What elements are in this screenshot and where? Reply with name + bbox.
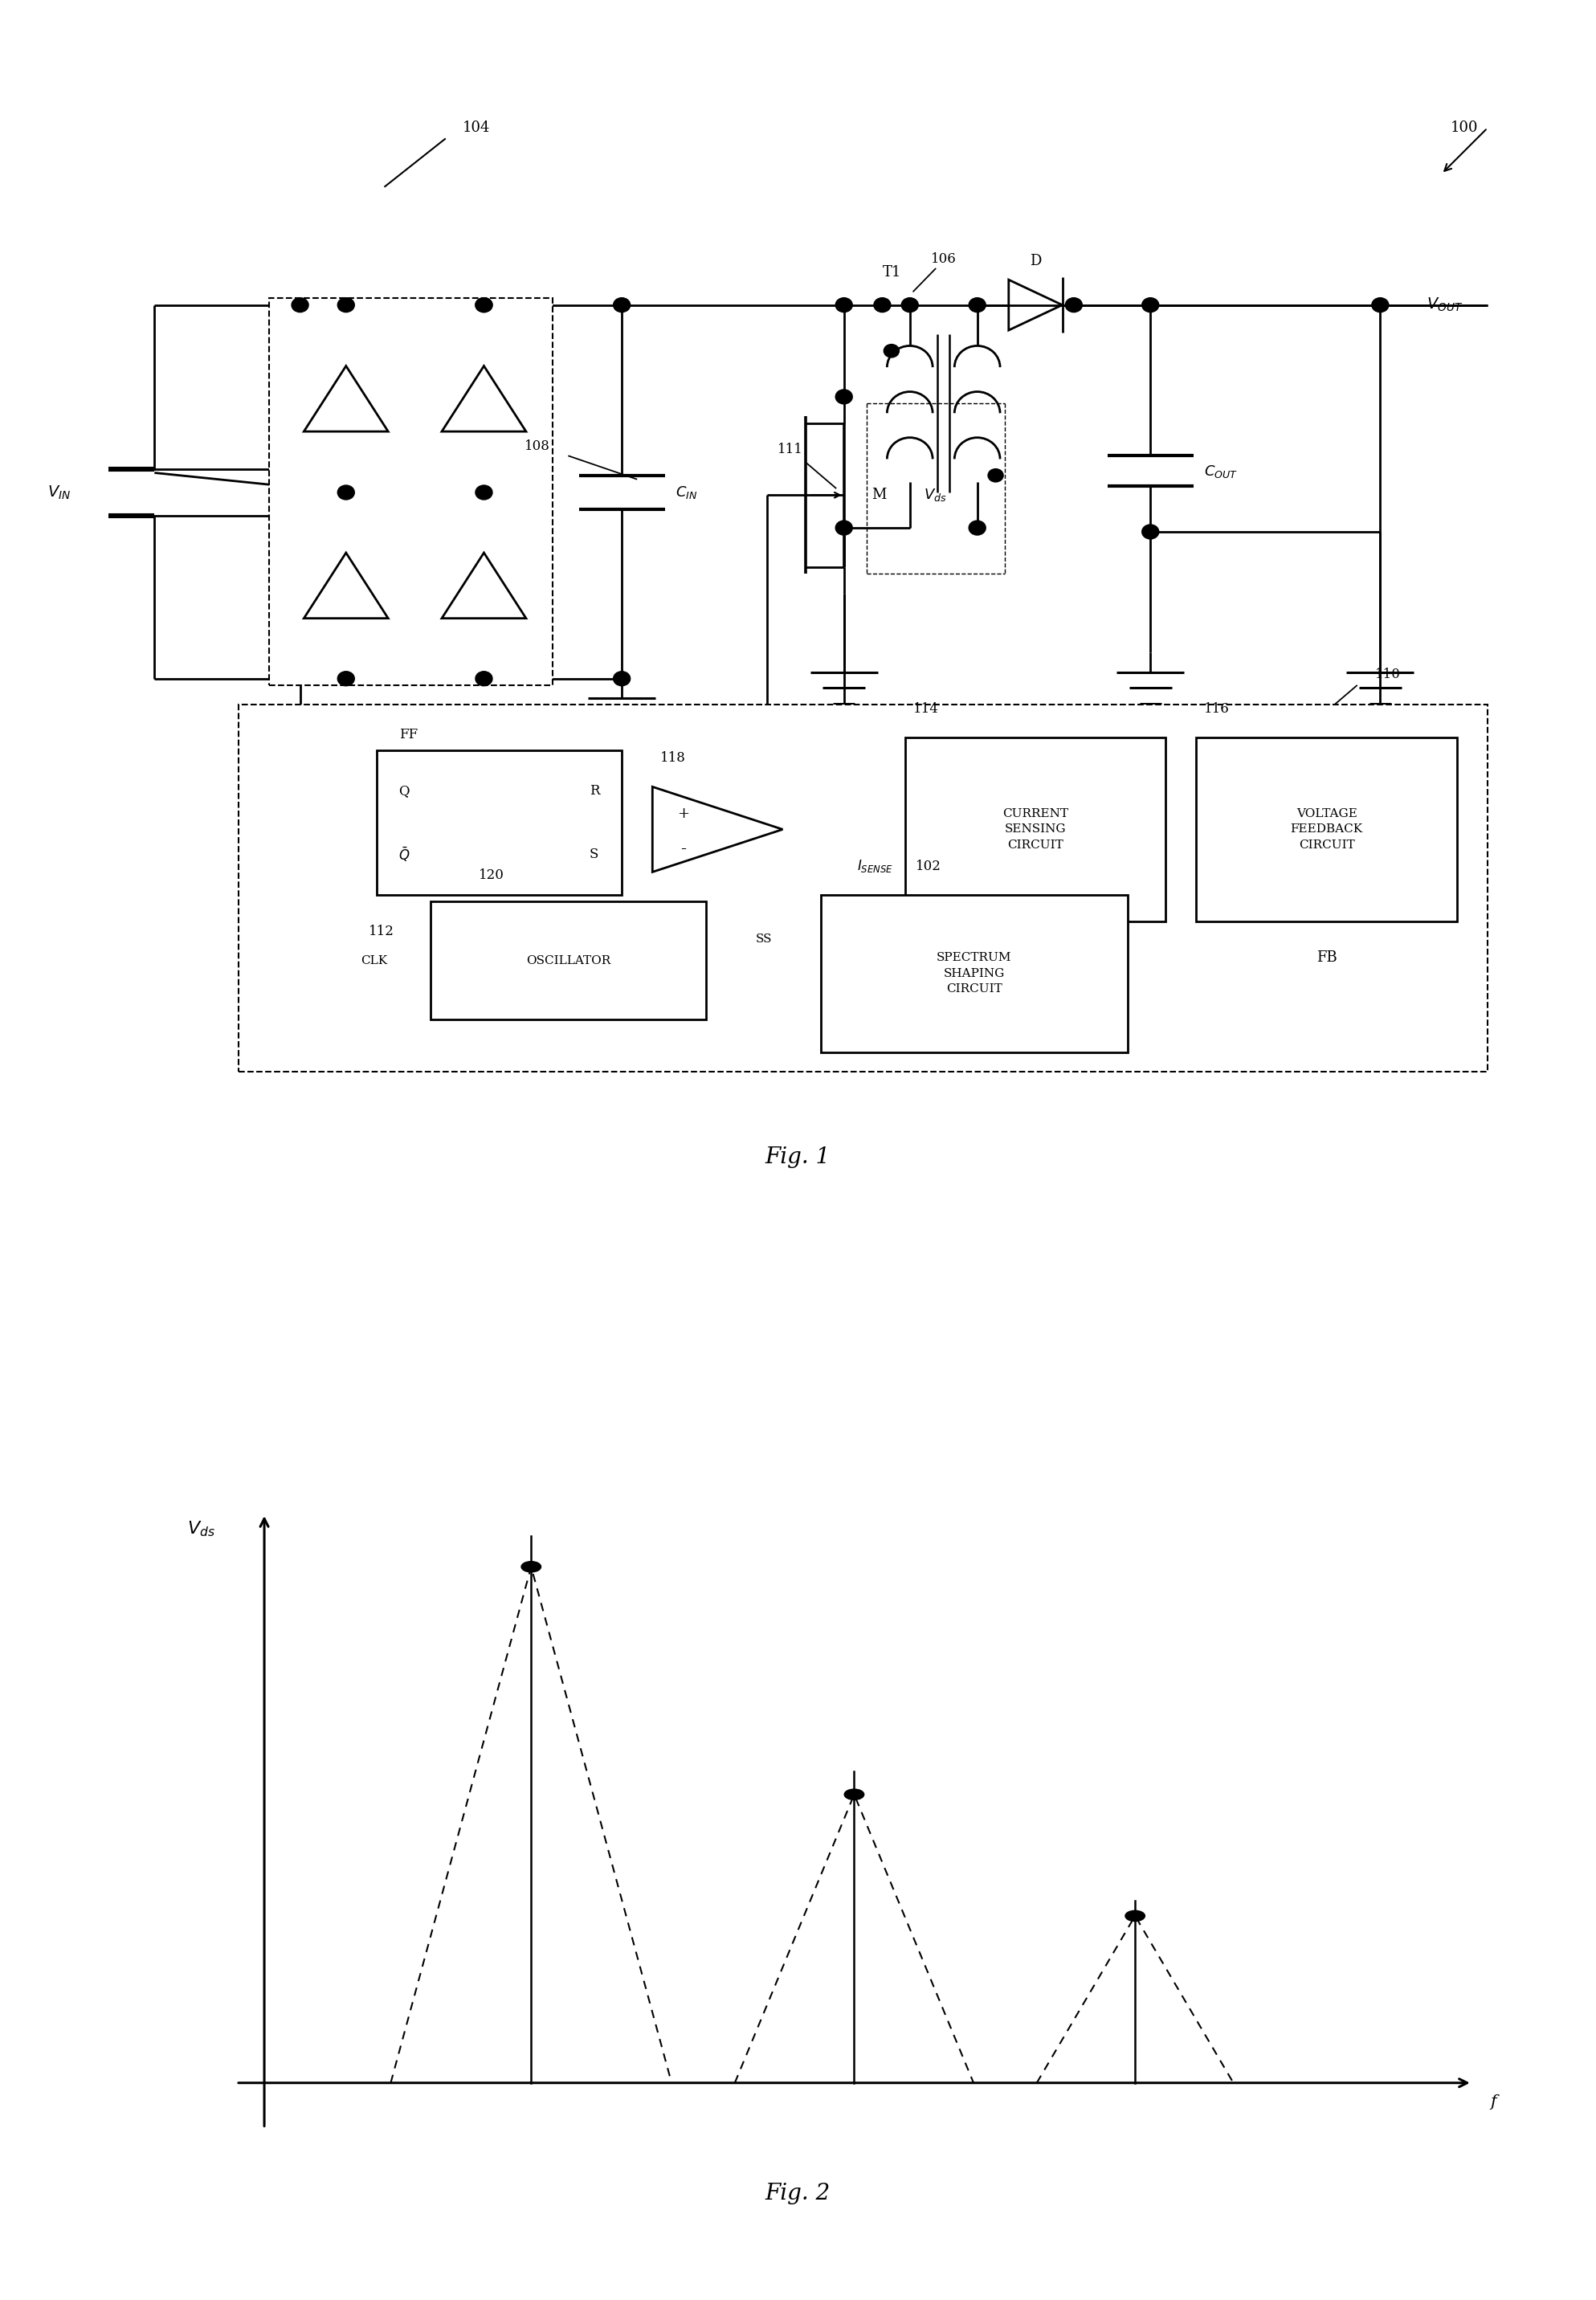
- Text: 102: 102: [916, 860, 942, 874]
- Text: Q: Q: [399, 784, 410, 798]
- Text: -: -: [680, 842, 686, 856]
- Text: S: S: [589, 849, 598, 862]
- Text: Fig. 1: Fig. 1: [766, 1145, 830, 1168]
- Circle shape: [988, 469, 1004, 483]
- Text: $C_{IN}$: $C_{IN}$: [675, 485, 697, 501]
- Circle shape: [476, 297, 492, 313]
- Text: SS: SS: [755, 934, 772, 945]
- Text: 104: 104: [463, 122, 490, 136]
- Bar: [905, 738, 1165, 920]
- Circle shape: [836, 520, 852, 536]
- Text: 110: 110: [1376, 667, 1401, 681]
- Text: $\bar{Q}$: $\bar{Q}$: [399, 846, 410, 862]
- Text: f: f: [1491, 2095, 1497, 2109]
- Bar: [431, 902, 705, 1019]
- Circle shape: [969, 520, 986, 536]
- Circle shape: [969, 297, 986, 313]
- Text: T1: T1: [883, 264, 902, 278]
- Text: 114: 114: [913, 702, 938, 715]
- Circle shape: [875, 297, 891, 313]
- Bar: [239, 704, 1487, 1072]
- Circle shape: [338, 672, 354, 685]
- Circle shape: [338, 297, 354, 313]
- Text: R: R: [589, 784, 598, 798]
- Circle shape: [476, 672, 492, 685]
- Text: 116: 116: [1203, 702, 1229, 715]
- Text: $V_{ds}$: $V_{ds}$: [187, 1520, 215, 1539]
- Circle shape: [1066, 297, 1082, 313]
- Circle shape: [1125, 1911, 1144, 1920]
- Text: FF: FF: [399, 727, 418, 741]
- Circle shape: [902, 297, 918, 313]
- Text: $V_{ds}$: $V_{ds}$: [924, 488, 946, 504]
- Circle shape: [613, 297, 630, 313]
- Text: 111: 111: [777, 442, 803, 455]
- Circle shape: [613, 672, 630, 685]
- Text: $V_{IN}$: $V_{IN}$: [48, 483, 72, 501]
- Text: 112: 112: [369, 925, 394, 938]
- Text: +: +: [677, 807, 689, 821]
- Text: $I_{SENSE}$: $I_{SENSE}$: [857, 858, 894, 874]
- Bar: [820, 895, 1127, 1051]
- Circle shape: [1143, 524, 1159, 538]
- Text: 120: 120: [479, 869, 504, 883]
- Circle shape: [844, 1789, 863, 1801]
- Text: CURRENT
SENSING
CIRCUIT: CURRENT SENSING CIRCUIT: [1002, 807, 1068, 851]
- Text: 106: 106: [930, 253, 956, 267]
- Text: Fig. 2: Fig. 2: [766, 2183, 830, 2203]
- Text: 108: 108: [525, 439, 551, 453]
- Circle shape: [476, 485, 492, 499]
- Text: $C_{OUT}$: $C_{OUT}$: [1203, 462, 1238, 478]
- Circle shape: [476, 297, 492, 313]
- Text: M: M: [871, 488, 886, 501]
- Circle shape: [292, 297, 308, 313]
- Bar: [270, 299, 552, 685]
- Text: D: D: [1029, 253, 1041, 269]
- Text: OSCILLATOR: OSCILLATOR: [527, 954, 610, 966]
- Circle shape: [884, 345, 899, 356]
- Text: $V_{OUT}$: $V_{OUT}$: [1427, 297, 1462, 313]
- Text: 118: 118: [661, 752, 686, 766]
- Bar: [377, 750, 622, 895]
- Circle shape: [836, 297, 852, 313]
- Circle shape: [836, 389, 852, 405]
- Circle shape: [1143, 297, 1159, 313]
- Text: 100: 100: [1451, 122, 1478, 136]
- Text: SPECTRUM
SHAPING
CIRCUIT: SPECTRUM SHAPING CIRCUIT: [937, 952, 1012, 996]
- Circle shape: [522, 1562, 541, 1573]
- Text: FB: FB: [1317, 950, 1337, 966]
- Text: VOLTAGE
FEEDBACK
CIRCUIT: VOLTAGE FEEDBACK CIRCUIT: [1291, 807, 1363, 851]
- Circle shape: [338, 485, 354, 499]
- Text: CLK: CLK: [361, 954, 388, 966]
- Circle shape: [1373, 297, 1389, 313]
- Bar: [1197, 738, 1457, 920]
